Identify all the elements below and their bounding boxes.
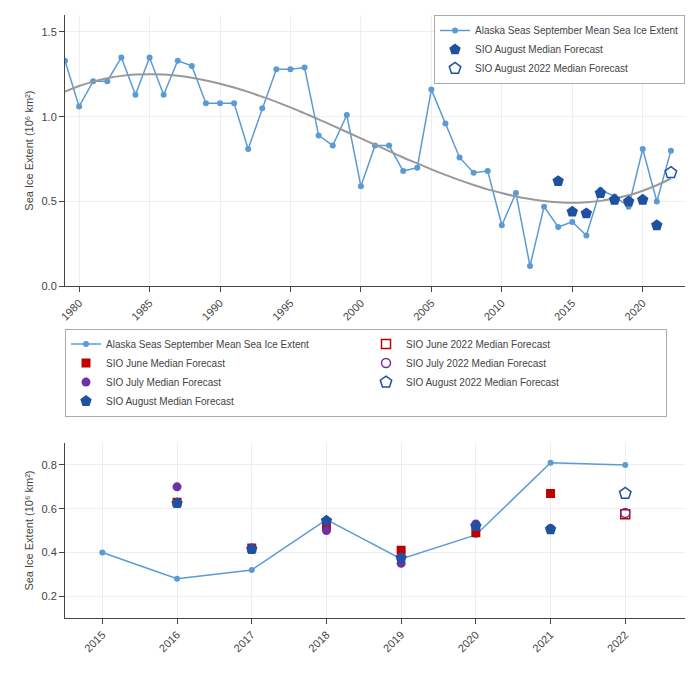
svg-text:1995: 1995 <box>270 297 296 323</box>
svg-text:2019: 2019 <box>381 629 407 655</box>
svg-text:2016: 2016 <box>157 629 183 655</box>
svg-text:1985: 1985 <box>129 297 155 323</box>
svg-text:2010: 2010 <box>481 297 507 323</box>
svg-text:Alaska Seas September Mean Sea: Alaska Seas September Mean Sea Ice Exten… <box>475 25 678 36</box>
svg-text:2005: 2005 <box>411 297 437 323</box>
svg-text:SIO June 2022 Median Forecast: SIO June 2022 Median Forecast <box>406 339 550 350</box>
svg-text:2022: 2022 <box>605 629 631 655</box>
svg-text:2017: 2017 <box>231 629 257 655</box>
svg-text:2021: 2021 <box>530 629 556 655</box>
svg-text:0.8: 0.8 <box>42 459 57 471</box>
svg-text:SIO August 2022 Median Forecas: SIO August 2022 Median Forecast <box>475 63 628 74</box>
svg-text:0.4: 0.4 <box>42 546 57 558</box>
svg-text:2020: 2020 <box>622 297 648 323</box>
svg-text:2000: 2000 <box>340 297 366 323</box>
svg-text:SIO August Median Forecast: SIO August Median Forecast <box>106 396 234 407</box>
svg-text:1.5: 1.5 <box>42 26 57 38</box>
svg-text:SIO June Median Forecast: SIO June Median Forecast <box>106 358 225 369</box>
svg-text:SIO July 2022 Median Forecast: SIO July 2022 Median Forecast <box>406 358 546 369</box>
svg-text:Sea Ice Extent (10⁶ km²): Sea Ice Extent (10⁶ km²) <box>23 471 35 591</box>
svg-text:0.2: 0.2 <box>42 590 57 602</box>
svg-text:0.5: 0.5 <box>42 195 57 207</box>
svg-text:0.0: 0.0 <box>42 280 57 292</box>
svg-text:SIO August 2022 Median Forecas: SIO August 2022 Median Forecast <box>406 377 559 388</box>
svg-text:2015: 2015 <box>552 297 578 323</box>
svg-text:2018: 2018 <box>306 629 332 655</box>
svg-text:Alaska Seas September Mean Sea: Alaska Seas September Mean Sea Ice Exten… <box>106 339 309 350</box>
svg-text:1990: 1990 <box>200 297 226 323</box>
svg-text:Sea Ice Extent (10⁶ km²): Sea Ice Extent (10⁶ km²) <box>23 91 35 211</box>
svg-text:2020: 2020 <box>455 629 481 655</box>
svg-text:2015: 2015 <box>82 629 108 655</box>
svg-text:1980: 1980 <box>59 297 85 323</box>
svg-text:0.6: 0.6 <box>42 503 57 515</box>
svg-text:SIO July Median Forecast: SIO July Median Forecast <box>106 377 221 388</box>
svg-text:1.0: 1.0 <box>42 111 57 123</box>
svg-text:SIO August Median Forecast: SIO August Median Forecast <box>475 44 603 55</box>
